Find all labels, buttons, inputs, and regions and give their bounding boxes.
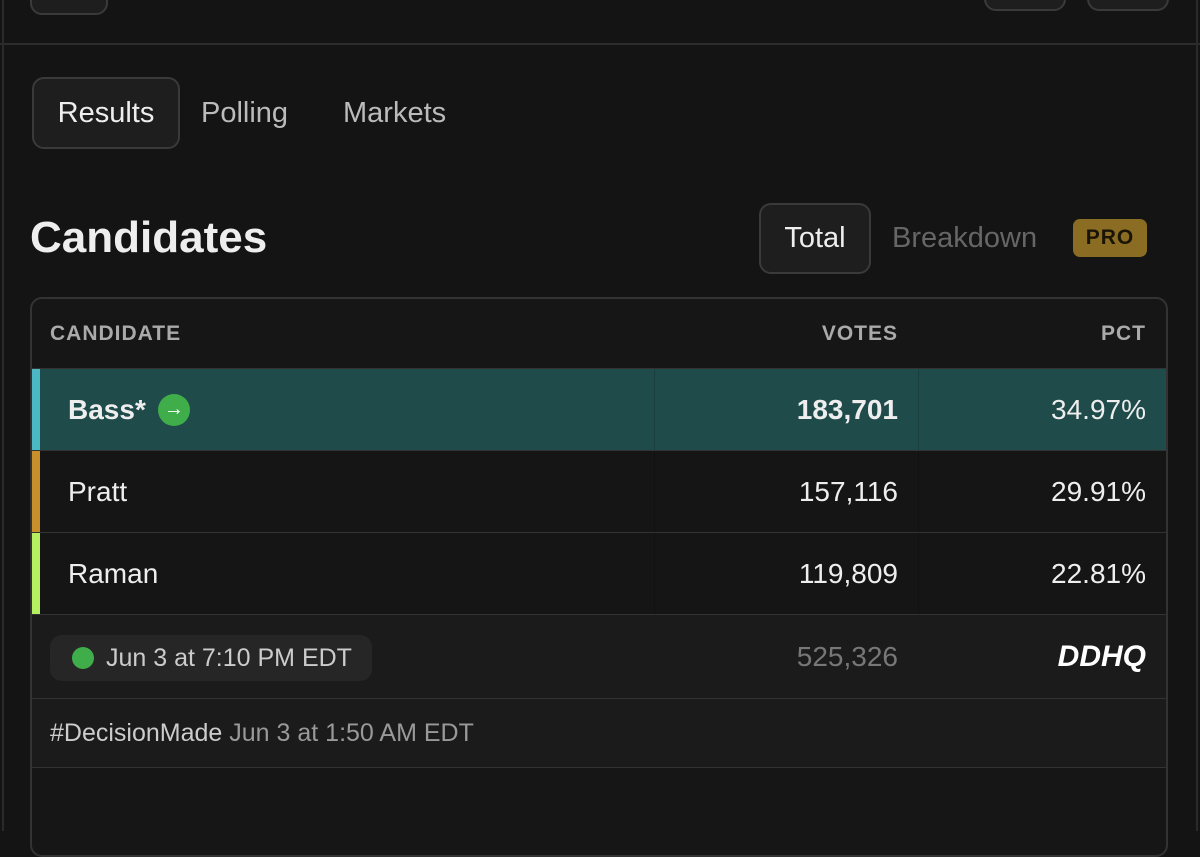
votes: 157,116 xyxy=(798,475,898,507)
update-pill: Jun 3 at 7:10 PM EDT xyxy=(50,635,372,681)
winner-icon: → xyxy=(157,393,190,426)
votes: 183,701 xyxy=(796,393,898,425)
candidate-row: Bass* → 183,701 34.97% xyxy=(32,368,1166,450)
candidate-row: Pratt 157,116 29.91% xyxy=(32,450,1166,532)
column-divider xyxy=(654,451,655,532)
tab-markets[interactable]: Markets xyxy=(343,96,447,129)
column-divider xyxy=(918,369,919,450)
pct: 22.81% xyxy=(1051,557,1146,589)
tab-polling[interactable]: Polling xyxy=(201,96,289,129)
top-button[interactable] xyxy=(1087,0,1169,11)
party-bar xyxy=(32,451,40,532)
update-time: Jun 3 at 7:10 PM EDT xyxy=(106,643,352,672)
decision-time: Jun 3 at 1:50 AM EDT xyxy=(229,718,474,747)
top-button[interactable] xyxy=(984,0,1066,11)
column-divider xyxy=(918,451,919,532)
pct: 34.97% xyxy=(1051,393,1146,425)
party-bar xyxy=(32,533,40,614)
candidate-name-text: Bass* xyxy=(68,393,146,425)
header-row: CANDIDATE VOTES PCT xyxy=(32,299,1166,368)
decision: #DecisionMade Jun 3 at 1:50 AM EDT xyxy=(50,699,474,767)
toggle-breakdown[interactable]: Breakdown xyxy=(892,222,1038,254)
toggle-total[interactable]: Total xyxy=(759,203,871,274)
tab-results[interactable]: Results xyxy=(32,77,180,149)
candidate-name-text: Pratt xyxy=(68,475,128,507)
candidate-name: Pratt xyxy=(68,451,127,532)
section-title: Candidates xyxy=(30,213,268,262)
party-bar xyxy=(32,369,40,450)
column-divider xyxy=(654,369,655,450)
candidate-name: Raman xyxy=(68,533,158,614)
header-cell: PCT xyxy=(1101,321,1146,345)
column-divider xyxy=(654,533,655,614)
frame xyxy=(2,0,1198,831)
status-dot xyxy=(72,647,94,669)
pct: 29.91% xyxy=(1051,475,1146,507)
footer-row: Jun 3 at 7:10 PM EDT 525,326 DDHQ xyxy=(32,614,1166,698)
header-cell: VOTES xyxy=(821,321,898,345)
candidate-row: Raman 119,809 22.81% xyxy=(32,532,1166,614)
candidate-name-text: Raman xyxy=(68,557,159,589)
top-button[interactable] xyxy=(30,0,108,15)
decision-row: #DecisionMade Jun 3 at 1:50 AM EDT xyxy=(32,698,1166,768)
decision-tag: #DecisionMade xyxy=(50,718,223,747)
pro-badge: PRO xyxy=(1073,219,1147,257)
candidate-name: Bass* → xyxy=(68,369,190,450)
total-votes: 525,326 xyxy=(796,640,898,672)
header-cell: CANDIDATE xyxy=(50,321,182,345)
divider xyxy=(0,43,1200,45)
votes: 119,809 xyxy=(798,557,898,589)
column-divider xyxy=(918,533,919,614)
source-logo: DDHQ xyxy=(1057,639,1146,673)
